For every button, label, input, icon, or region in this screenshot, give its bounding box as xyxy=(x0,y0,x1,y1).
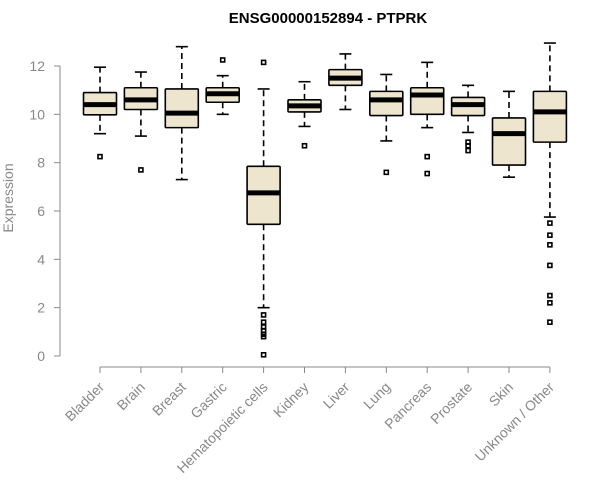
box-unknown-other xyxy=(532,42,568,325)
box-iqr xyxy=(368,90,404,117)
x-tick-label: Brain xyxy=(114,379,148,413)
box-skin xyxy=(491,90,527,178)
outlier-point xyxy=(260,319,267,325)
outlier-point xyxy=(97,153,103,160)
outlier-point xyxy=(260,351,267,358)
outlier-point xyxy=(301,142,308,149)
box-gastric xyxy=(205,57,240,116)
x-tick-label: Breast xyxy=(149,379,189,419)
x-tick-label: Prostate xyxy=(427,379,475,427)
x-tick-label: Kidney xyxy=(270,379,312,421)
outlier-point xyxy=(547,220,553,226)
y-tick-label: 0 xyxy=(37,348,45,364)
box-brain xyxy=(123,71,159,173)
outlier-point xyxy=(138,167,144,173)
chart-title: ENSG00000152894 - PTPRK xyxy=(229,10,428,27)
outlier-point xyxy=(547,242,553,248)
box-iqr xyxy=(532,90,568,143)
box-iqr xyxy=(491,117,527,166)
box-iqr xyxy=(409,86,445,116)
outlier-point xyxy=(260,312,267,318)
outlier-point xyxy=(260,59,267,66)
plot-area xyxy=(82,42,568,358)
outlier-point xyxy=(547,319,553,325)
y-tick-label: 12 xyxy=(29,58,45,74)
box-hematopoietic-cells xyxy=(246,59,281,358)
box-prostate xyxy=(450,84,486,154)
y-axis-label: Expression xyxy=(0,163,16,232)
y-tick-label: 6 xyxy=(37,203,45,219)
box-iqr xyxy=(164,88,200,129)
outlier-point xyxy=(547,292,553,299)
x-tick-label: Skin xyxy=(486,379,517,410)
outlier-point xyxy=(219,57,226,63)
outlier-point xyxy=(465,142,471,149)
x-tick-label: Lung xyxy=(360,379,393,412)
outlier-point xyxy=(465,147,471,154)
box-bladder xyxy=(82,66,118,160)
outlier-point xyxy=(383,169,390,176)
box-liver xyxy=(328,53,363,111)
outlier-point xyxy=(260,333,267,340)
box-kidney xyxy=(287,80,322,149)
x-tick-label: Liver xyxy=(320,379,353,412)
outlier-point xyxy=(547,232,553,238)
y-tick-label: 2 xyxy=(37,300,45,316)
x-tick-label: Bladder xyxy=(62,379,108,425)
y-tick-label: 10 xyxy=(29,106,45,122)
box-breast xyxy=(164,45,200,181)
outlier-point xyxy=(547,300,553,306)
box-lung xyxy=(368,73,404,176)
box-pancreas xyxy=(409,61,445,177)
y-tick-label: 4 xyxy=(37,251,45,267)
outlier-point xyxy=(424,170,431,177)
y-tick-label: 8 xyxy=(37,155,45,171)
outlier-point xyxy=(424,153,431,160)
outlier-point xyxy=(547,262,553,269)
